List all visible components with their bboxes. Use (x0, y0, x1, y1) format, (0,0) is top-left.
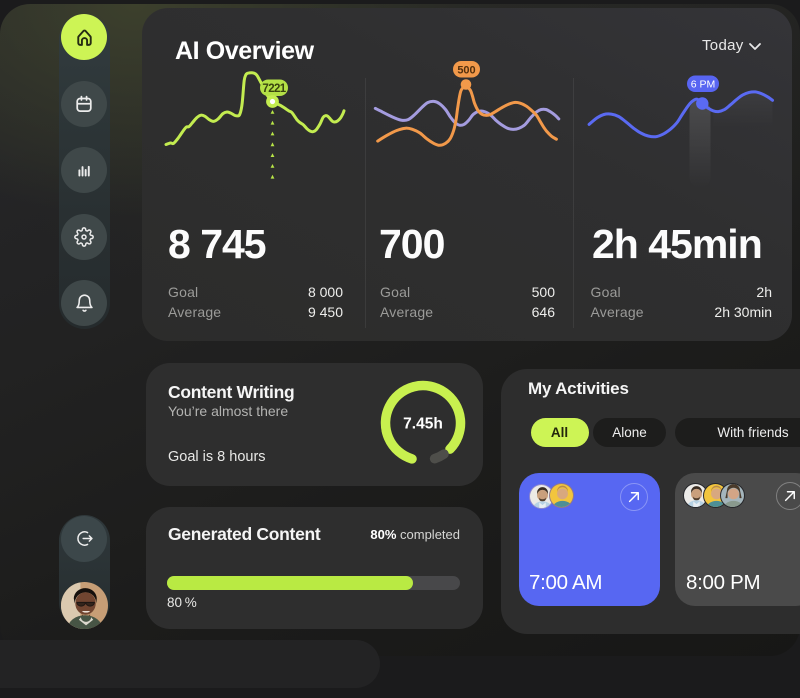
svg-text:500: 500 (457, 64, 475, 76)
svg-text:7221: 7221 (262, 83, 286, 95)
svg-text:6 PM: 6 PM (691, 79, 716, 91)
svg-text:7.45h: 7.45h (403, 416, 443, 433)
